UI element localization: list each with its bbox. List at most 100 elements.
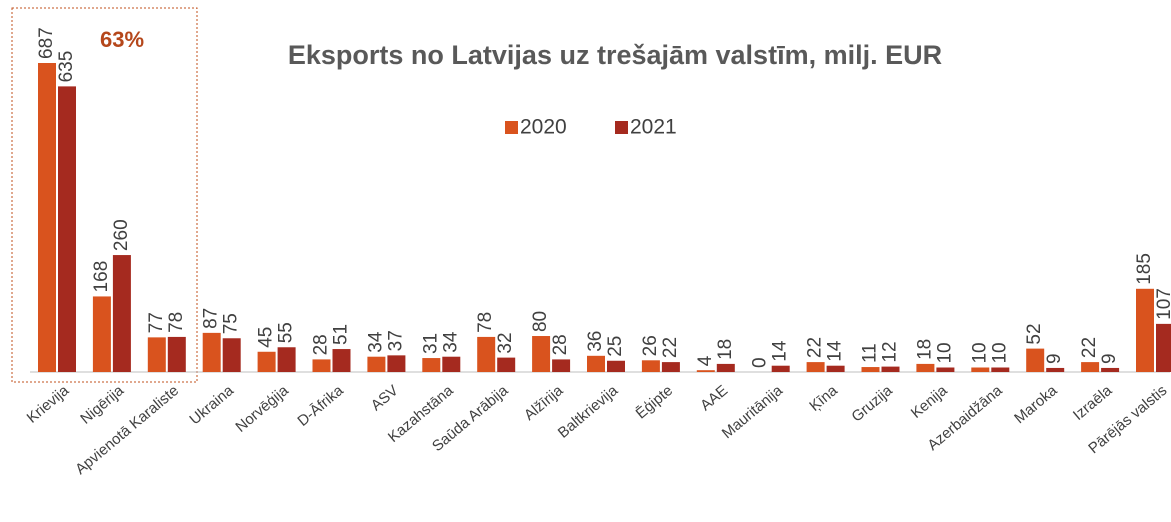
bar: [806, 362, 825, 372]
highlight-box: [11, 7, 198, 383]
bar: [202, 332, 221, 372]
data-label: 22: [1079, 337, 1100, 358]
bar: [1046, 367, 1065, 372]
bar: [387, 355, 406, 372]
data-label: 77: [146, 312, 167, 333]
bar: [367, 356, 386, 372]
bar: [552, 359, 571, 372]
annotation: 63%: [100, 27, 144, 52]
x-tick-label: Norvēģija: [232, 382, 292, 436]
data-label: 25: [605, 336, 626, 357]
data-label: 22: [660, 337, 681, 358]
bar: [587, 355, 605, 372]
data-label: 18: [715, 339, 736, 360]
data-label: 26: [640, 335, 661, 356]
x-tick-label: Baltkrievija: [555, 382, 622, 442]
x-tick-label: Maroka: [1011, 382, 1061, 428]
bar: [332, 349, 351, 372]
bar: [422, 358, 441, 372]
bar: [1156, 323, 1171, 372]
data-label: 14: [770, 340, 791, 362]
bar: [497, 357, 516, 372]
x-tick-label: Alžīrija: [521, 382, 567, 424]
bar: [826, 365, 845, 372]
bar: [147, 337, 166, 372]
data-label: 10: [989, 342, 1010, 363]
data-label: 260: [111, 219, 132, 251]
x-tick-label: Ēģipte: [633, 382, 677, 422]
bar: [277, 347, 296, 372]
bar: [881, 366, 900, 372]
data-label: 14: [825, 340, 846, 362]
bar: [916, 363, 935, 372]
bar: [257, 351, 276, 372]
data-label: 107: [1154, 288, 1171, 320]
x-tick-label: ASV: [368, 382, 402, 414]
data-label: 22: [805, 337, 826, 358]
x-tick-label: Apvienotā Karaliste: [72, 382, 182, 478]
bar: [442, 356, 461, 372]
bar: [1101, 367, 1120, 372]
data-label: 12: [880, 341, 901, 362]
data-label: 10: [969, 342, 990, 363]
bar: [607, 360, 625, 372]
data-label: 10: [934, 342, 955, 363]
legend-swatch: [505, 121, 518, 134]
bar: [661, 362, 680, 372]
bar: [167, 336, 186, 372]
bar: [532, 336, 551, 372]
data-label: 4: [695, 355, 716, 366]
legend-swatch: [615, 121, 628, 134]
chart-title: Eksports no Latvijas uz trešajām valstīm…: [288, 40, 942, 70]
bar: [1136, 288, 1154, 372]
data-label: 80: [530, 311, 551, 332]
data-label: 34: [365, 331, 386, 353]
data-label: 11: [860, 343, 881, 363]
data-label: 185: [1134, 253, 1155, 285]
x-tick-label: Kenija: [908, 382, 951, 422]
bar: [771, 365, 790, 372]
bar: [1026, 348, 1045, 372]
data-label: 51: [331, 324, 352, 345]
data-label: 55: [276, 322, 297, 343]
x-tick-label: Krievija: [24, 382, 73, 427]
data-label: 87: [201, 308, 222, 329]
bar: [58, 86, 76, 373]
bar: [92, 296, 111, 372]
x-tick-label: Gruzija: [848, 382, 896, 426]
legend-label: 2020: [520, 116, 567, 139]
data-label: 28: [550, 334, 571, 355]
bar: [991, 367, 1010, 372]
data-label: 18: [914, 339, 935, 360]
data-label: 32: [495, 332, 516, 353]
data-label: 52: [1024, 323, 1045, 344]
data-label: 78: [166, 312, 187, 333]
x-tick-label: Mauritānija: [719, 382, 787, 443]
x-tick-label: Izraēla: [1070, 382, 1116, 424]
x-tick-label: Ķīna: [806, 382, 841, 415]
data-label: 36: [585, 331, 606, 352]
legend-label: 2021: [630, 116, 677, 139]
data-label: 75: [221, 313, 242, 334]
bar: [696, 370, 715, 372]
bar: [477, 336, 496, 372]
x-tick-label: Ukraina: [186, 382, 237, 429]
data-label: 34: [440, 331, 461, 353]
bar: [641, 360, 660, 372]
bar: [716, 363, 735, 372]
bar: [1081, 362, 1100, 372]
data-label: 9: [1099, 353, 1120, 364]
data-label: 9: [1044, 353, 1065, 364]
bar: [312, 359, 331, 372]
bar: [936, 367, 955, 372]
data-label: 635: [56, 51, 77, 83]
data-label: 78: [475, 312, 496, 333]
bar: [38, 63, 56, 372]
data-label: 37: [385, 330, 406, 351]
data-label: 45: [256, 327, 277, 348]
data-label: 687: [36, 27, 57, 59]
bar: [112, 255, 131, 372]
data-label: 168: [91, 261, 112, 293]
bar: [971, 367, 990, 372]
